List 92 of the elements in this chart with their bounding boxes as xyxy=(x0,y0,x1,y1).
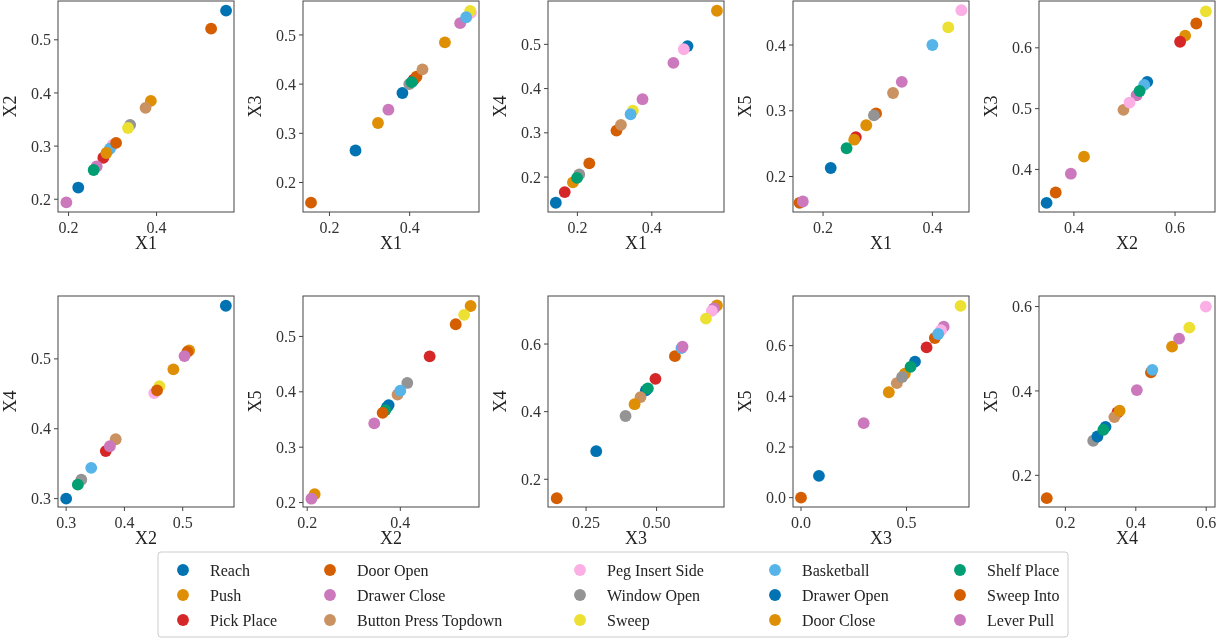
x-tick-label: 0.2 xyxy=(813,219,834,236)
legend-label: Lever Pull xyxy=(987,611,1055,629)
y-tick-label: 0.6 xyxy=(1012,298,1032,316)
legend-label: Basketball xyxy=(802,561,871,579)
legend-label: Drawer Open xyxy=(802,586,889,605)
y-tick-label: 0.6 xyxy=(521,335,541,353)
y-tick-label: 0.3 xyxy=(31,137,51,155)
legend-label: Sweep Into xyxy=(987,586,1060,605)
y-tick-label: 0.6 xyxy=(1012,39,1032,57)
y-tick-label: 0.2 xyxy=(31,190,51,208)
y-tick-label: 0.3 xyxy=(276,438,296,456)
y-tick-label: 0.5 xyxy=(276,328,296,346)
y-tick-label: 0.5 xyxy=(31,31,51,49)
y-tick-label: 0.5 xyxy=(276,26,296,44)
y-tick-label: 0.4 xyxy=(276,75,296,93)
y-tick-label: 0.3 xyxy=(276,124,296,142)
y-axis-title: X5 xyxy=(245,390,265,413)
y-tick-label: 0.2 xyxy=(1012,466,1032,484)
legend-label: Peg Insert Side xyxy=(607,561,704,580)
y-axis-title: X3 xyxy=(245,95,265,118)
y-tick-label: 0.5 xyxy=(521,35,541,53)
x-axis-title: X3 xyxy=(625,528,647,548)
x-tick-label: 0.2 xyxy=(58,219,79,236)
x-axis-title: X2 xyxy=(380,528,402,548)
x-tick-label: 0.6 xyxy=(1165,219,1186,236)
x-tick-label: 0.4 xyxy=(1125,514,1146,531)
y-axis-title: X4 xyxy=(490,390,510,413)
y-tick-label: 0.4 xyxy=(766,387,786,405)
x-tick-label: 0.4 xyxy=(146,219,167,236)
x-axis-title: X2 xyxy=(135,528,157,548)
x-tick-label: 0.0 xyxy=(791,514,812,531)
y-axis-title: X5 xyxy=(981,390,1001,413)
legend-label: Sweep xyxy=(607,611,650,630)
x-tick-label: 0.4 xyxy=(390,514,411,531)
x-axis-title: X1 xyxy=(135,233,157,253)
y-tick-label: 0.2 xyxy=(766,438,786,456)
legend-label: Pick Place xyxy=(210,611,278,629)
legend-label: Window Open xyxy=(607,586,701,605)
x-axis-title: X1 xyxy=(870,233,892,253)
y-tick-label: 0.2 xyxy=(276,174,296,192)
legend-label: Push xyxy=(210,586,242,604)
legend-label: Door Close xyxy=(802,611,876,629)
y-tick-label: 0.4 xyxy=(276,383,296,401)
legend-label: Button Press Topdown xyxy=(357,611,503,630)
y-axis-title: X5 xyxy=(735,390,755,413)
x-tick-label: 0.4 xyxy=(1063,219,1084,236)
y-tick-label: 0.4 xyxy=(766,36,786,54)
y-tick-label: 0.0 xyxy=(766,489,786,507)
y-tick-label: 0.5 xyxy=(31,350,51,368)
y-tick-label: 0.2 xyxy=(766,168,786,186)
x-tick-label: 0.2 xyxy=(319,219,340,236)
y-tick-label: 0.5 xyxy=(1012,100,1032,118)
x-tick-label: 0.5 xyxy=(172,514,193,531)
x-tick-label: 0.50 xyxy=(642,514,671,531)
x-axis-title: X3 xyxy=(870,528,892,548)
x-tick-label: 0.2 xyxy=(1055,514,1076,531)
y-tick-label: 0.4 xyxy=(1012,382,1032,400)
x-tick-label: 0.6 xyxy=(1196,514,1217,531)
y-tick-label: 0.6 xyxy=(766,337,786,355)
y-axis-title: X5 xyxy=(735,95,755,118)
legend-label: Drawer Close xyxy=(357,586,446,604)
x-tick-label: 0.2 xyxy=(297,514,318,531)
legend-label: Reach xyxy=(210,561,250,579)
y-tick-label: 0.4 xyxy=(521,403,541,421)
legend-label: Shelf Place xyxy=(987,561,1060,579)
y-tick-label: 0.4 xyxy=(31,420,51,438)
y-tick-label: 0.3 xyxy=(31,490,51,508)
y-tick-label: 0.2 xyxy=(276,494,296,512)
y-tick-label: 0.3 xyxy=(766,102,786,120)
x-tick-label: 0.2 xyxy=(567,219,588,236)
y-tick-label: 0.4 xyxy=(31,84,51,102)
x-axis-title: X4 xyxy=(1116,528,1138,548)
x-tick-label: 0.3 xyxy=(56,514,77,531)
x-tick-label: 0.5 xyxy=(896,514,917,531)
legend-label: Door Open xyxy=(357,561,429,580)
x-axis-title: X1 xyxy=(380,233,402,253)
x-axis-title: X1 xyxy=(625,233,647,253)
y-axis-title: X4 xyxy=(490,95,510,118)
x-tick-label: 0.25 xyxy=(572,514,601,531)
y-axis-title: X3 xyxy=(981,95,1001,118)
y-tick-label: 0.2 xyxy=(521,470,541,488)
y-tick-label: 0.4 xyxy=(1012,161,1032,179)
y-axis-title: X2 xyxy=(0,95,20,118)
y-tick-label: 0.4 xyxy=(521,80,541,98)
x-tick-label: 0.4 xyxy=(114,514,135,531)
y-axis-title: X4 xyxy=(0,390,20,413)
x-tick-label: 0.4 xyxy=(922,219,943,236)
x-tick-label: 0.4 xyxy=(641,219,662,236)
x-tick-label: 0.4 xyxy=(399,219,420,236)
y-tick-label: 0.3 xyxy=(521,124,541,142)
x-axis-title: X2 xyxy=(1116,233,1138,253)
y-tick-label: 0.2 xyxy=(521,168,541,186)
